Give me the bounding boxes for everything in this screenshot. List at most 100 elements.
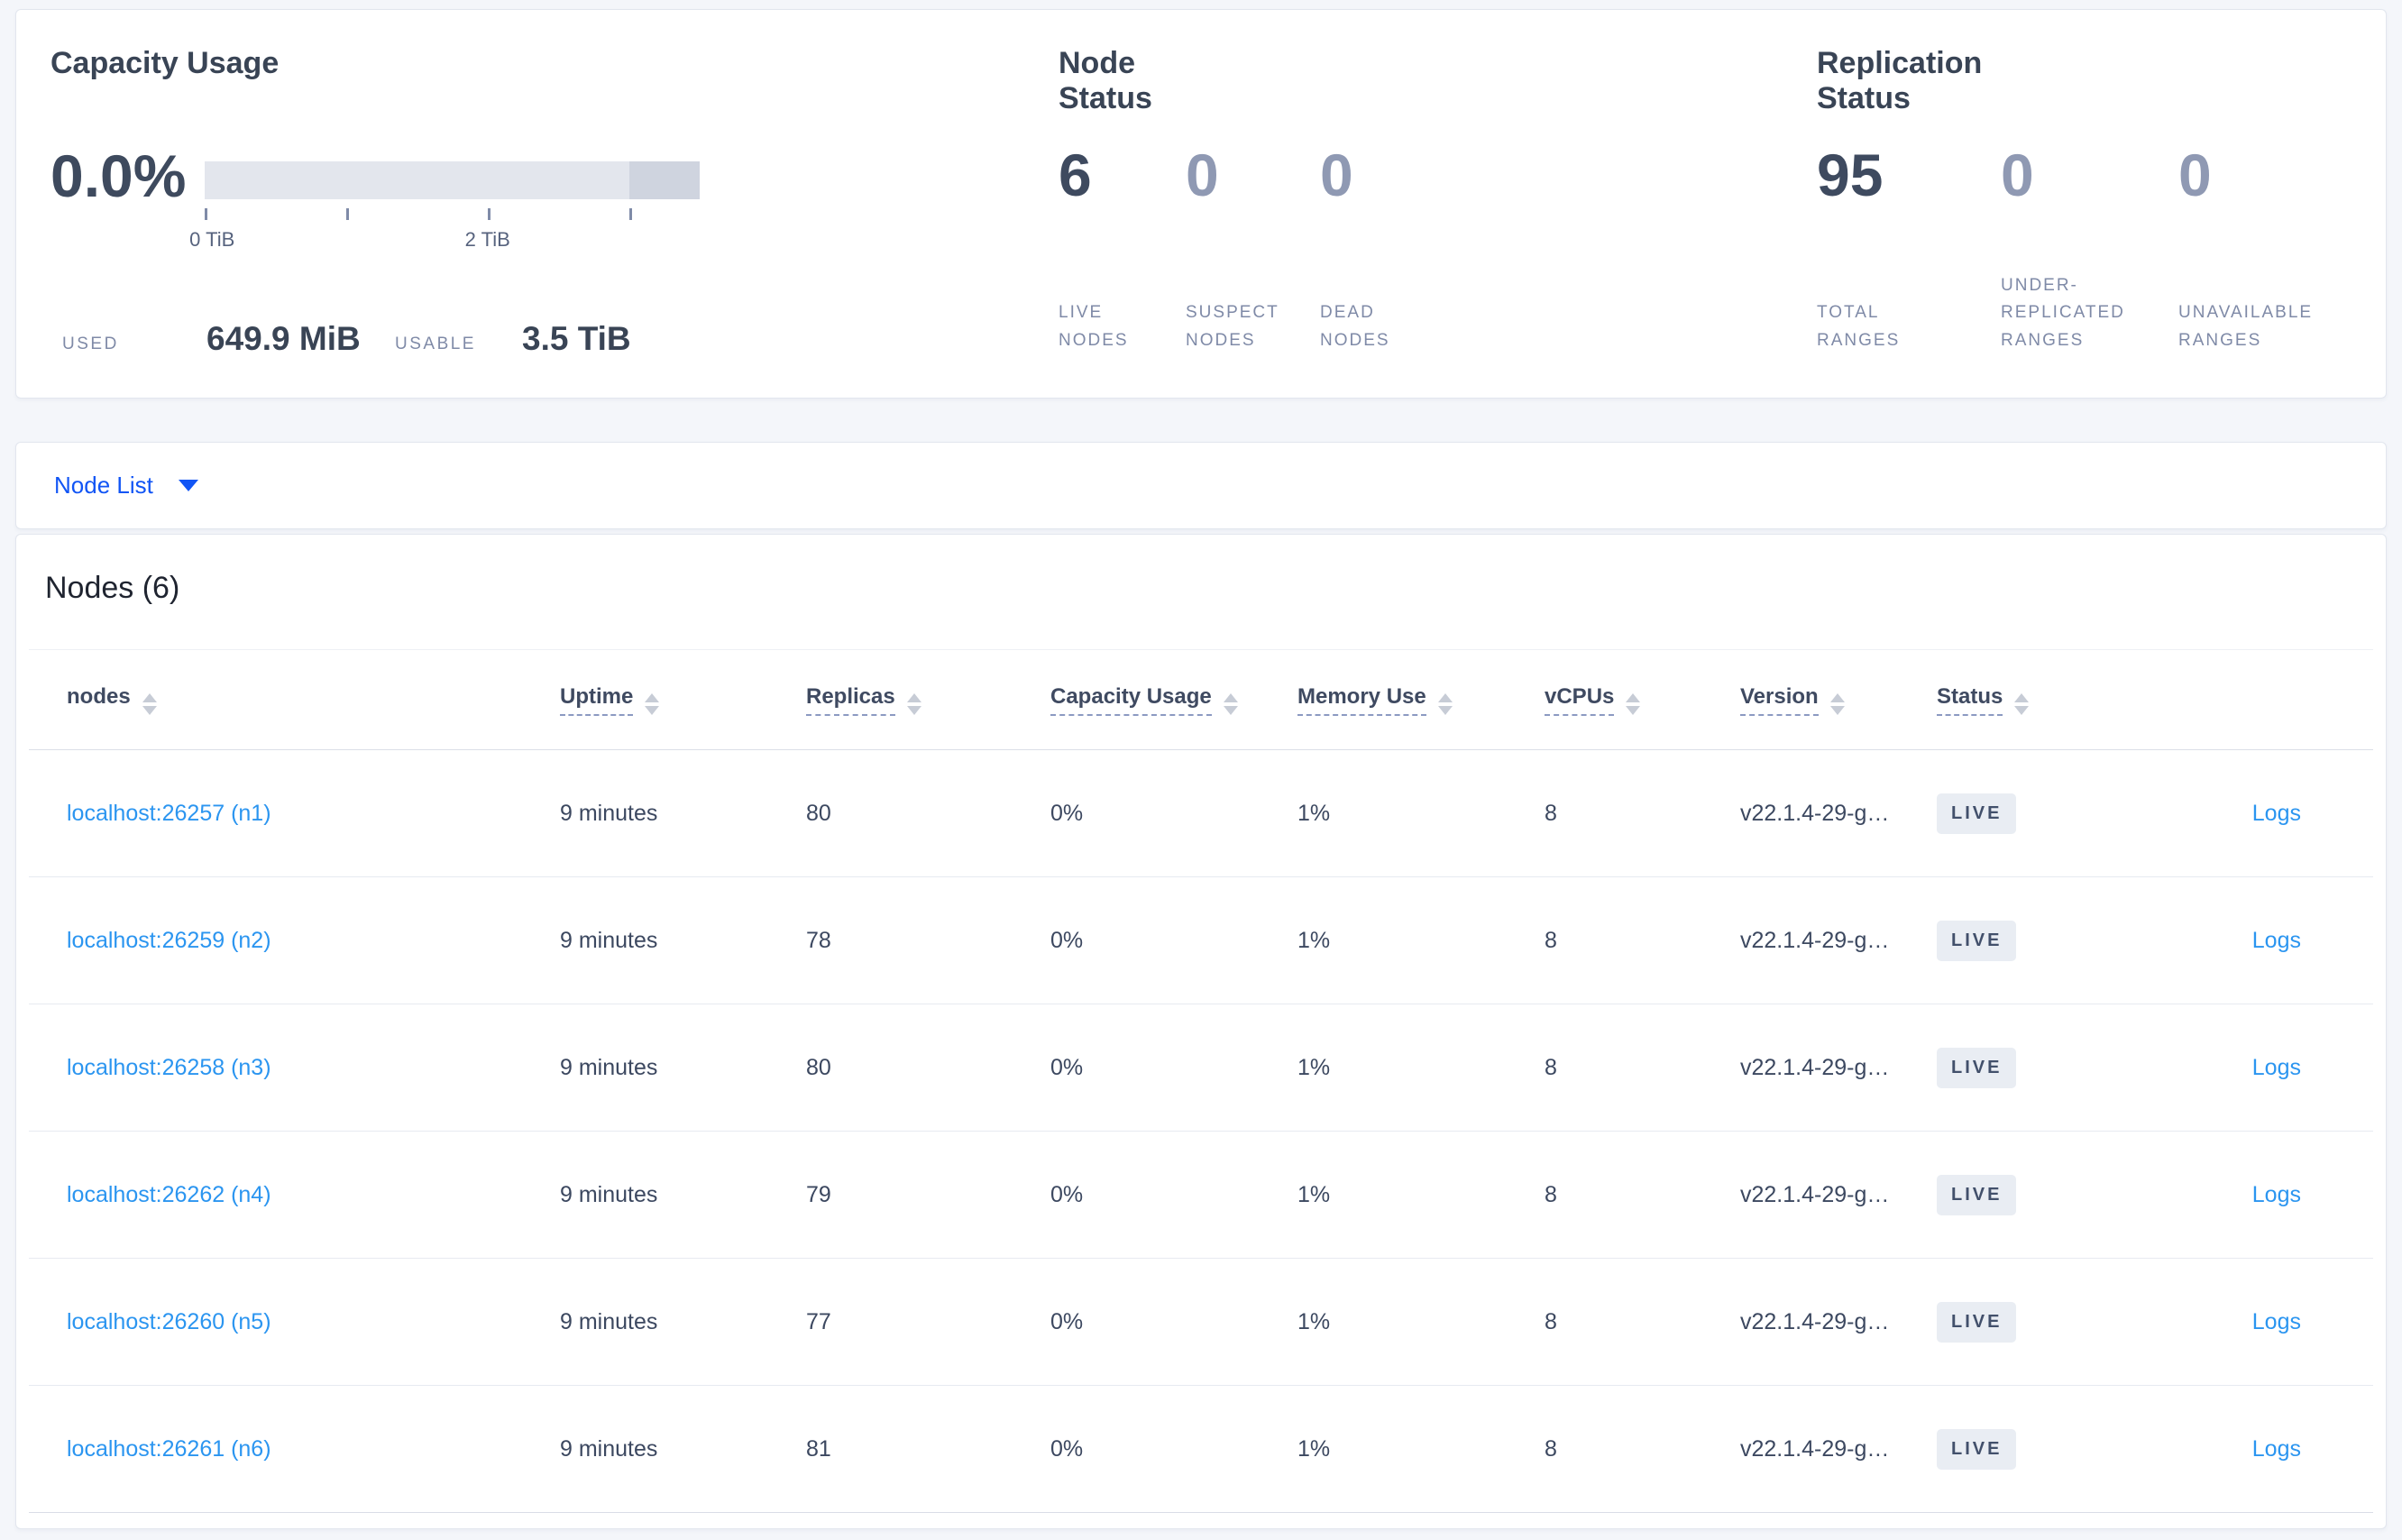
uptime-cell: 9 minutes: [560, 1258, 806, 1386]
chevron-down-icon[interactable]: [178, 480, 198, 491]
column-header-logs: [2165, 649, 2373, 750]
sort-icon[interactable]: [2014, 693, 2030, 715]
under-replicated-ranges-value: 0: [2001, 142, 2034, 208]
replication-status-items: 95 TOTAL RANGES 0 UNDER-REPLICATED RANGE…: [1817, 145, 2377, 354]
status-badge: LIVE: [1937, 1047, 2017, 1088]
capacity-bar-tick: [345, 208, 349, 220]
replicas-cell: 80: [806, 800, 831, 826]
total-ranges-label: TOTAL RANGES: [1817, 303, 1901, 350]
sort-icon[interactable]: [1829, 693, 1845, 715]
suspect-nodes-label: SUSPECT NODES: [1186, 303, 1279, 350]
capacity-cell: 0%: [1050, 876, 1297, 1004]
column-header-replicas-label: Replicas: [806, 684, 895, 716]
status-badge: LIVE: [1937, 920, 2017, 961]
view-selector-bar: Node List: [15, 442, 2387, 529]
node-link[interactable]: localhost:26259 (n2): [67, 927, 271, 953]
nodes-table-panel: Nodes (6) nodes Uptime Replicas: [15, 534, 2387, 1529]
memory-cell: 1%: [1297, 1385, 1545, 1513]
column-header-version[interactable]: Version: [1740, 649, 1937, 750]
column-header-version-label: Version: [1740, 684, 1819, 716]
node-link[interactable]: localhost:26262 (n4): [67, 1181, 271, 1207]
table-row: localhost:26258 (n3) 9 minutes 80 0% 1% …: [29, 1004, 2373, 1132]
sort-icon[interactable]: [906, 693, 921, 715]
uptime-cell: 9 minutes: [560, 1131, 806, 1259]
table-row: localhost:26257 (n1) 9 minutes 80 0% 1% …: [29, 750, 2373, 877]
logs-link[interactable]: Logs: [2251, 1181, 2301, 1207]
dead-nodes-stat: 0 DEAD NODES: [1320, 145, 1482, 354]
column-header-uptime[interactable]: Uptime: [560, 649, 806, 750]
live-nodes-label: LIVE NODES: [1059, 303, 1129, 350]
column-header-memory-use[interactable]: Memory Use: [1297, 649, 1545, 750]
vcpus-cell: 8: [1545, 1258, 1740, 1386]
column-header-replicas[interactable]: Replicas: [806, 649, 1050, 750]
capacity-usage-bar: 0 TiB 2 TiB: [189, 161, 700, 261]
memory-cell: 1%: [1297, 1258, 1545, 1386]
capacity-cell: 0%: [1050, 1385, 1297, 1513]
sort-icon[interactable]: [1437, 693, 1453, 715]
column-header-status-label: Status: [1937, 684, 2003, 716]
total-ranges-stat: 95 TOTAL RANGES: [1817, 145, 2001, 354]
capacity-tick-label-0: 0 TiB: [189, 228, 235, 251]
capacity-usable-value: 3.5 TiB: [522, 320, 631, 357]
status-badge: LIVE: [1937, 1301, 2017, 1343]
column-header-uptime-label: Uptime: [560, 684, 634, 716]
capacity-used-value: 649.9 MiB: [206, 320, 361, 357]
capacity-cell: 0%: [1050, 1258, 1297, 1386]
replicas-cell: 80: [806, 1004, 1050, 1132]
column-header-memory-use-label: Memory Use: [1297, 684, 1426, 716]
memory-cell: 1%: [1297, 1004, 1545, 1132]
capacity-used-label: USED: [62, 335, 119, 353]
version-cell: v22.1.4-29-g…: [1740, 1258, 1937, 1386]
version-cell: v22.1.4-29-g…: [1740, 876, 1937, 1004]
uptime-cell: 9 minutes: [560, 876, 806, 1004]
uptime-cell: 9 minutes: [560, 800, 658, 826]
node-link[interactable]: localhost:26261 (n6): [67, 1435, 271, 1462]
replication-status-title: Replication Status: [1817, 46, 1983, 115]
node-status-title: Node Status: [1059, 46, 1152, 115]
table-header-row: nodes Uptime Replicas Capacity Usage Mem…: [29, 649, 2373, 750]
capacity-bar-track: [205, 161, 700, 199]
capacity-cell: 0%: [1050, 800, 1084, 826]
suspect-nodes-value: 0: [1186, 142, 1219, 208]
status-badge: LIVE: [1937, 1428, 2017, 1470]
status-badge: LIVE: [1937, 1174, 2017, 1215]
dead-nodes-label: DEAD NODES: [1320, 303, 1390, 350]
node-list-dropdown[interactable]: Node List: [54, 472, 153, 499]
replicas-cell: 77: [806, 1258, 1050, 1386]
sort-icon[interactable]: [1626, 693, 1641, 715]
node-link[interactable]: localhost:26258 (n3): [67, 1054, 271, 1080]
table-row: localhost:26260 (n5) 9 minutes 77 0% 1% …: [29, 1258, 2373, 1386]
suspect-nodes-stat: 0 SUSPECT NODES: [1186, 145, 1320, 354]
logs-link[interactable]: Logs: [2251, 1308, 2301, 1334]
table-row: localhost:26262 (n4) 9 minutes 79 0% 1% …: [29, 1131, 2373, 1259]
logs-link[interactable]: Logs: [2251, 1054, 2301, 1080]
sort-icon[interactable]: [645, 693, 660, 715]
node-link[interactable]: localhost:26260 (n5): [67, 1308, 271, 1334]
version-cell: v22.1.4-29-g…: [1740, 1385, 1937, 1513]
cluster-summary-panel: Capacity Usage 0.0% 0 TiB 2 TiB USED 649…: [15, 9, 2387, 399]
vcpus-cell: 8: [1545, 1004, 1740, 1132]
column-header-nodes[interactable]: nodes: [29, 649, 560, 750]
logs-link[interactable]: Logs: [2251, 927, 2301, 953]
sort-icon[interactable]: [142, 693, 157, 715]
sort-icon[interactable]: [1223, 693, 1238, 715]
capacity-tick-label-2: 2 TiB: [464, 228, 510, 251]
memory-cell: 1%: [1297, 1131, 1545, 1259]
logs-link[interactable]: Logs: [2251, 1435, 2301, 1462]
column-header-capacity-usage[interactable]: Capacity Usage: [1050, 649, 1297, 750]
column-header-vcpus-label: vCPUs: [1545, 684, 1615, 716]
capacity-bar-tick: [487, 208, 490, 220]
unavailable-ranges-stat: 0 UNAVAILABLE RANGES: [2178, 145, 2377, 354]
column-header-status[interactable]: Status: [1937, 649, 2165, 750]
live-nodes-value: 6: [1059, 142, 1092, 208]
status-badge: LIVE: [1937, 793, 2017, 834]
uptime-cell: 9 minutes: [560, 1385, 806, 1513]
column-header-vcpus[interactable]: vCPUs: [1545, 649, 1740, 750]
node-link[interactable]: localhost:26257 (n1): [67, 800, 271, 826]
total-ranges-value: 95: [1817, 142, 1884, 208]
under-replicated-ranges-stat: 0 UNDER-REPLICATED RANGES: [2001, 145, 2178, 354]
logs-link[interactable]: Logs: [2251, 800, 2301, 826]
vcpus-cell: 8: [1545, 876, 1740, 1004]
capacity-bar-tick: [628, 208, 632, 220]
